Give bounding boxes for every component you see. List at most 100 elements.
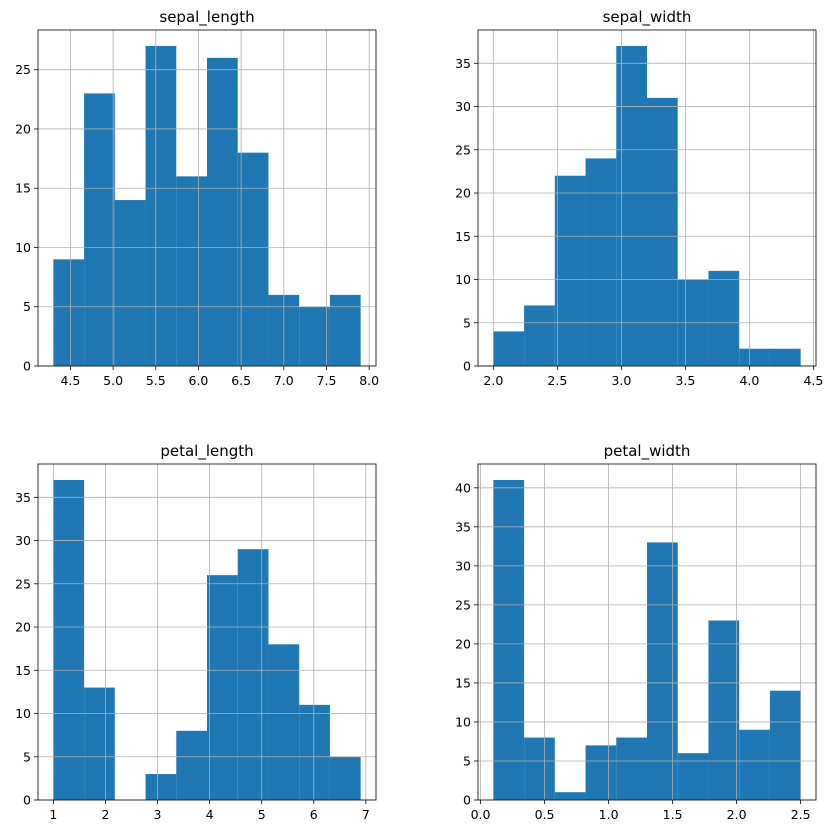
bars-sepal-length: [53, 46, 361, 366]
bar-petal-length-5: [207, 575, 238, 800]
x-tick-label-sepal-length-0: 4.5: [60, 373, 80, 388]
bar-petal-length-9: [329, 756, 361, 800]
bar-sepal-length-0: [53, 259, 85, 366]
axes-frame-petal-width: [477, 463, 817, 801]
x-tick-label-petal-length-1: 2: [101, 807, 109, 822]
grid-petal-width: [478, 464, 816, 801]
bar-sepal-length-9: [329, 294, 361, 366]
bar-petal-length-6: [237, 549, 269, 800]
bar-sepal-width-9: [769, 348, 801, 366]
bar-petal-length-4: [176, 730, 207, 800]
bar-petal-length-8: [299, 704, 330, 800]
bars-petal-width: [493, 480, 801, 800]
y-tick-label-petal-length-1: 5: [23, 749, 31, 764]
y-tick-label-petal-length-3: 15: [15, 663, 31, 678]
bar-petal-width-4: [616, 737, 647, 800]
y-tick-label-petal-width-0: 0: [463, 793, 471, 808]
y-tick-label-sepal-length-4: 20: [15, 121, 31, 136]
y-tick-label-sepal-width-4: 20: [455, 186, 471, 201]
y-tick-label-petal-width-4: 20: [455, 636, 471, 651]
y-tick-label-sepal-width-1: 5: [463, 315, 471, 330]
y-tick-label-petal-width-7: 35: [455, 519, 471, 534]
title-sepal-length: sepal_length: [159, 8, 254, 27]
x-tick-label-petal-width-5: 2.5: [791, 807, 811, 822]
bar-sepal-width-3: [585, 158, 617, 366]
y-tick-label-petal-width-1: 5: [463, 753, 471, 768]
title-sepal-width: sepal_width: [603, 8, 692, 27]
x-tick-label-petal-width-4: 2.0: [727, 807, 747, 822]
y-tick-label-petal-width-3: 15: [455, 675, 471, 690]
y-tick-label-petal-width-6: 30: [455, 558, 471, 573]
axes-frame-sepal-length: [37, 29, 377, 367]
x-tick-label-petal-length-6: 7: [362, 807, 370, 822]
y-tick-label-petal-length-7: 35: [15, 490, 31, 505]
bar-sepal-length-1: [84, 93, 115, 366]
bar-sepal-width-7: [708, 270, 740, 366]
bar-petal-width-0: [493, 480, 525, 800]
bar-petal-length-3: [145, 774, 177, 800]
y-tick-label-sepal-length-2: 10: [15, 240, 31, 255]
bar-sepal-length-6: [237, 152, 269, 366]
axes-frame-sepal-width: [477, 29, 817, 367]
bar-sepal-width-1: [524, 305, 555, 366]
bar-petal-width-8: [739, 729, 770, 800]
x-tick-label-sepal-length-1: 5.0: [103, 373, 123, 388]
x-tick-label-sepal-length-2: 5.5: [146, 373, 166, 388]
x-tick-label-petal-width-3: 1.5: [663, 807, 683, 822]
bar-petal-width-3: [585, 745, 617, 800]
bar-petal-width-2: [554, 792, 586, 800]
bar-sepal-length-2: [114, 200, 146, 366]
x-tick-label-petal-width-0: 0.0: [471, 807, 491, 822]
axes-frame-petal-length: [37, 463, 377, 801]
x-tick-label-petal-length-4: 5: [258, 807, 266, 822]
y-tick-label-sepal-length-5: 25: [15, 62, 31, 77]
title-petal-length: petal_length: [160, 442, 253, 461]
y-tick-label-sepal-width-2: 10: [455, 272, 471, 287]
x-tick-label-petal-length-2: 3: [154, 807, 162, 822]
x-tick-label-sepal-width-4: 4.0: [739, 373, 759, 388]
bars-sepal-width: [493, 46, 801, 366]
panel-sepal-width: 2.0 2.5 3.0 3.5 4.0 4.5 0 5 10 15 20 25 30 35 sepal_wi…: [455, 8, 823, 388]
x-tick-label-petal-length-5: 6: [310, 807, 318, 822]
bar-sepal-length-4: [176, 176, 207, 366]
x-tick-label-sepal-width-0: 2.0: [483, 373, 503, 388]
bar-sepal-length-8: [299, 306, 330, 366]
x-tick-label-sepal-width-3: 3.5: [675, 373, 695, 388]
y-tick-label-petal-length-6: 30: [15, 533, 31, 548]
x-tick-label-sepal-width-2: 3.0: [611, 373, 631, 388]
bar-sepal-width-5: [647, 97, 678, 366]
bar-petal-length-0: [53, 480, 85, 800]
bar-petal-length-7: [268, 644, 300, 800]
bar-sepal-width-4: [616, 46, 647, 366]
bar-sepal-length-3: [145, 46, 177, 366]
y-tick-label-sepal-width-6: 30: [455, 99, 471, 114]
y-tick-label-sepal-width-0: 0: [463, 359, 471, 374]
bar-sepal-width-2: [554, 175, 586, 366]
bar-sepal-length-5: [207, 57, 238, 366]
bar-petal-width-7: [708, 620, 740, 800]
x-tick-label-sepal-width-1: 2.5: [547, 373, 567, 388]
y-tick-label-petal-length-0: 0: [23, 793, 31, 808]
y-tick-label-petal-length-5: 25: [15, 576, 31, 591]
x-tick-label-petal-length-3: 4: [206, 807, 214, 822]
y-tick-label-sepal-width-5: 25: [455, 142, 471, 157]
x-tick-label-petal-width-2: 1.0: [599, 807, 619, 822]
y-tick-label-sepal-width-7: 35: [455, 56, 471, 71]
y-tick-label-sepal-length-3: 15: [15, 181, 31, 196]
panel-sepal-length: 4.5 5.0 5.5 6.0 6.5 7.0 7.5 8.0 0 5 10 15 20 25 sepal_…: [15, 8, 379, 388]
y-tick-label-sepal-width-3: 15: [455, 229, 471, 244]
bar-petal-length-1: [84, 687, 115, 800]
y-tick-label-petal-width-8: 40: [455, 480, 471, 495]
x-tick-label-sepal-length-5: 7.0: [274, 373, 294, 388]
title-petal-width: petal_width: [604, 442, 691, 461]
x-tick-label-sepal-length-6: 7.5: [317, 373, 337, 388]
bar-sepal-width-0: [493, 331, 525, 366]
bar-petal-width-6: [677, 753, 709, 800]
bar-petal-width-9: [769, 690, 801, 800]
x-tick-label-sepal-length-4: 6.5: [231, 373, 251, 388]
bars-petal-length: [53, 480, 361, 800]
y-tick-label-petal-width-2: 10: [455, 714, 471, 729]
y-tick-label-sepal-length-0: 0: [23, 359, 31, 374]
bar-sepal-width-8: [739, 348, 770, 366]
